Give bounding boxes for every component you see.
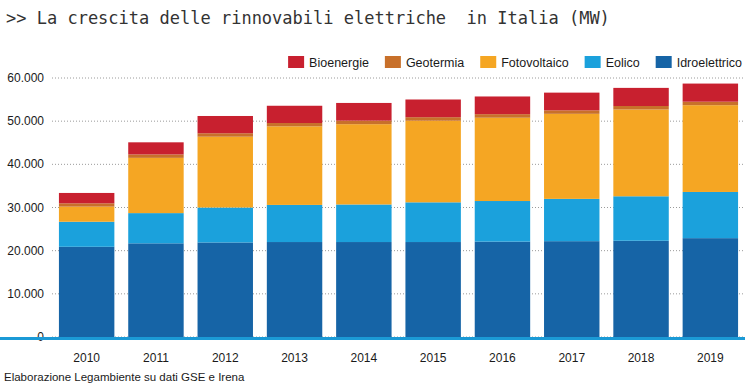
bar-segment [59,193,114,203]
bar-segment [544,114,599,199]
y-tick-label: 30.000 [7,201,44,215]
legend-swatch [480,56,496,68]
bar-segment [405,242,460,337]
bar-segment [613,88,668,106]
legend-swatch [288,56,304,68]
legend-label: Geotermia [406,56,464,70]
bar-segment [405,202,460,242]
bar-segment [544,110,599,113]
bar-segment [198,208,253,243]
bar-segment [128,154,183,157]
bar-segment [267,106,322,123]
x-tick-label: 2014 [350,351,377,365]
y-tick-label: 20.000 [7,244,44,258]
legend-swatch [585,56,601,68]
bar-segment [544,241,599,337]
legend-label: Bioenergie [309,56,369,70]
x-axis-line [0,337,745,340]
bar-segment [405,121,460,203]
bar-segment [336,103,391,121]
x-tick-label: 2017 [558,351,585,365]
bar-segment [128,213,183,243]
bar-segment [59,203,114,206]
source-note: Elaborazione Legambiente su dati GSE e I… [4,371,245,383]
bar-segment [683,102,738,105]
x-tick-label: 2010 [73,351,100,365]
bar-segment [613,106,668,109]
y-tick-label: 50.000 [7,114,44,128]
bar-segment [198,242,253,337]
grid-line [52,78,745,79]
legend-item: Fotovoltaico [480,56,568,70]
bar-segment [405,117,460,121]
bar-segment [267,242,322,337]
y-tick-label: 10.000 [7,287,44,301]
bar-segment [683,238,738,337]
x-tick-label: 2016 [489,351,516,365]
bar-segment [475,201,530,242]
bar-segment [267,126,322,205]
bar-segment [544,93,599,111]
bar-segment [475,242,530,337]
x-tick-label: 2019 [697,351,724,365]
bars [59,84,738,337]
bar-segment [475,118,530,201]
bar-segment [475,96,530,114]
x-tick-label: 2015 [420,351,447,365]
x-tick-label: 2013 [281,351,308,365]
chart: >> La crescita delle rinnovabili elettri… [0,0,750,387]
bar-segment [59,207,114,222]
bar-segment [683,105,738,192]
bar-segment [128,142,183,154]
legend-swatch [656,56,672,68]
legend-item: Eolico [585,56,640,70]
bar-segment [128,158,183,213]
bar-segment [683,192,738,238]
legend-swatch [385,56,401,68]
bar-segment [613,241,668,337]
bar-segment [336,121,391,125]
bar-segment [613,110,668,197]
bar-segment [475,114,530,118]
bar-segment [198,116,253,133]
legend-label: Idroelettrico [677,56,742,70]
bar-segment [336,124,391,204]
bar-segment [613,196,668,240]
legend-label: Fotovoltaico [501,56,568,70]
bar-segment [267,123,322,126]
bar-segment [128,243,183,337]
bar-segment [198,137,253,208]
bar-segment [683,84,738,102]
bar-segment [59,247,114,337]
bar-segment [405,99,460,117]
bar-segment [198,133,253,136]
bar-segment [59,222,114,247]
x-tick-label: 2012 [212,351,239,365]
x-tick-label: 2018 [628,351,655,365]
legend-item: Idroelettrico [656,56,742,70]
grid [52,78,745,337]
y-tick-label: 60.000 [7,71,44,85]
legend-item: Bioenergie [288,56,369,70]
bar-segment [267,205,322,242]
title: >> La crescita delle rinnovabili elettri… [6,8,610,28]
bar-segment [336,242,391,337]
bar-segment [544,199,599,241]
legend-label: Eolico [606,56,640,70]
y-tick-label: 40.000 [7,157,44,171]
bar-segment [336,204,391,242]
legend-item: Geotermia [385,56,464,70]
legend: Bioenergie Geotermia Fotovoltaico Eolico Idr… [288,56,742,70]
x-tick-label: 2011 [143,351,169,365]
